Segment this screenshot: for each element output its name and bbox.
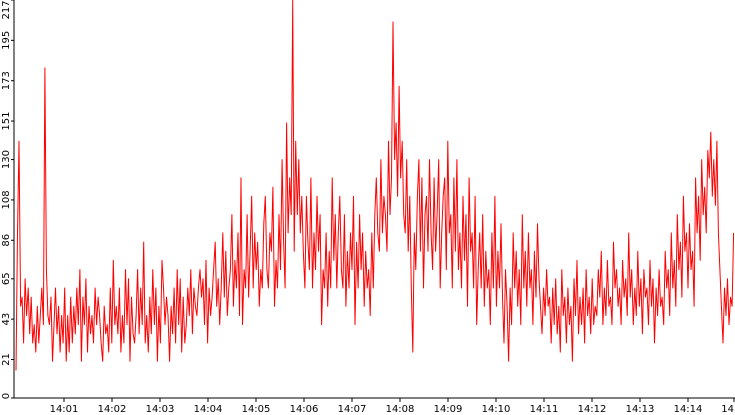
x-tick-label: 14:06 xyxy=(290,404,319,415)
y-tick-label: 217 xyxy=(1,0,12,19)
y-tick-label: 108 xyxy=(1,190,12,209)
y-tick-label: 173 xyxy=(1,71,12,90)
x-tick-labels: 14:01 14:02 14:03 14:04 14:05 14:06 14:07 14:08… xyxy=(50,398,735,415)
x-tick-label: 14:11 xyxy=(530,404,559,415)
x-tick-label: 14:10 xyxy=(482,404,511,415)
x-tick-label: 14:01 xyxy=(50,404,79,415)
x-tick-label: 14:02 xyxy=(98,404,127,415)
x-tick-label: 14:03 xyxy=(146,404,175,415)
x-tick-label: 14:05 xyxy=(242,404,271,415)
x-tick-label: 14:12 xyxy=(578,404,607,415)
y-tick-labels: 0 21 43 65 86 108 130 151 173 195 217 xyxy=(1,0,14,399)
y-tick-label: 151 xyxy=(1,112,12,131)
y-tick-label: 0 xyxy=(1,393,12,399)
y-tick-label: 130 xyxy=(1,150,12,169)
x-tick-label: 14 xyxy=(721,404,734,415)
y-tick-label: 65 xyxy=(1,272,12,285)
x-tick-label: 14:07 xyxy=(338,404,367,415)
x-tick-label: 14:04 xyxy=(194,404,223,415)
y-tick-label: 21 xyxy=(1,353,12,366)
y-tick-label: 86 xyxy=(1,234,12,247)
x-tick-label: 14:08 xyxy=(386,404,415,415)
x-tick-label: 14:14 xyxy=(674,404,703,415)
y-tick-label: 195 xyxy=(1,31,12,50)
x-tick-label: 14:13 xyxy=(626,404,655,415)
series-group xyxy=(15,0,735,371)
series-line xyxy=(15,0,735,371)
x-tick-label: 14:09 xyxy=(434,404,463,415)
y-tick-label: 43 xyxy=(1,313,12,326)
